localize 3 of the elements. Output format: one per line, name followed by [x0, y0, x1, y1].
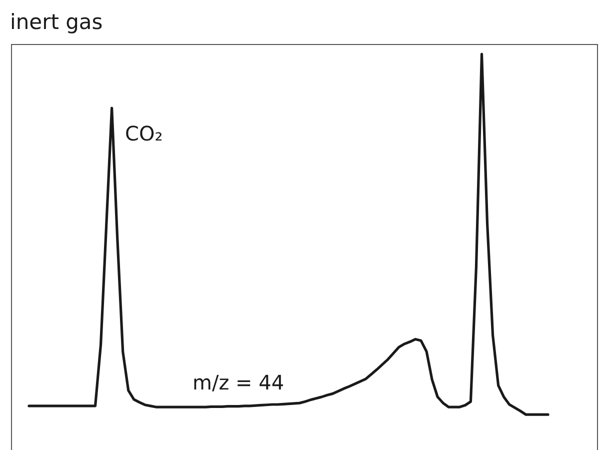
annotation: CO₂ [125, 122, 163, 146]
annotation: m/z = 44 [192, 370, 284, 394]
chart-title: inert gas [10, 10, 103, 34]
